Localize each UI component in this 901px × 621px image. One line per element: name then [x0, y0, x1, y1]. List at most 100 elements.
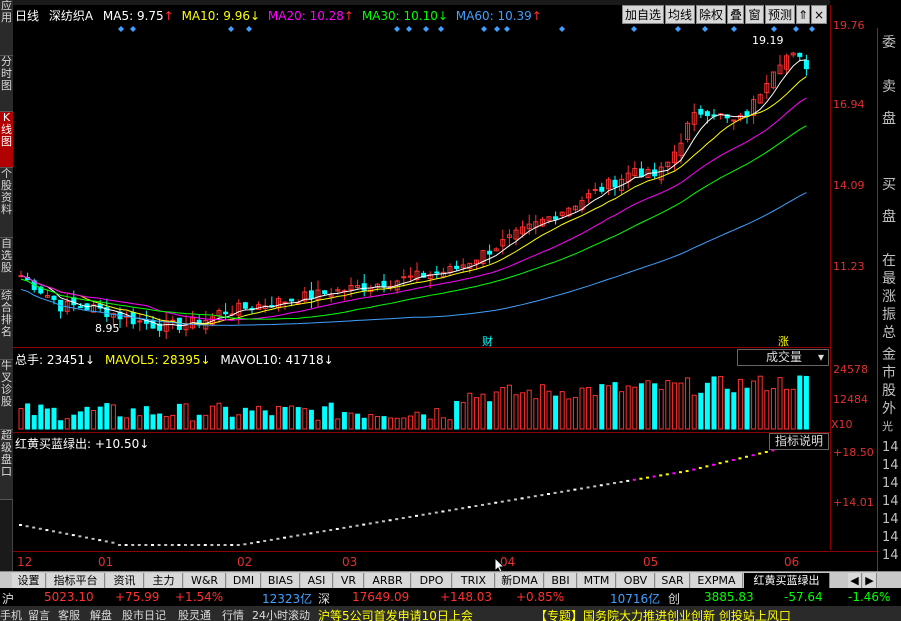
volume-bar	[143, 406, 149, 430]
candle-body	[157, 323, 163, 331]
volume-bar	[401, 417, 407, 430]
left-tab-profile[interactable]: 个股资料	[0, 168, 13, 238]
candle-body	[797, 52, 803, 57]
window-button[interactable]: 窗	[745, 5, 764, 24]
tab-main-force[interactable]: 主力	[145, 573, 183, 588]
limit-up-marker[interactable]: 涨	[778, 335, 789, 348]
scroll-left-icon[interactable]: ◀	[848, 573, 862, 588]
ex-rights-button[interactable]: 除权	[696, 5, 726, 24]
tab-sar[interactable]: SAR	[656, 573, 690, 588]
tab-dmi[interactable]: DMI	[227, 573, 261, 588]
volume-bar	[110, 404, 116, 430]
overlay-button[interactable]: 叠	[727, 5, 744, 24]
func-analysis[interactable]: 解盘	[90, 609, 112, 621]
sz-value: 17649.09	[352, 590, 410, 604]
volume-axis-label: 12484	[833, 393, 868, 406]
tab-wr[interactable]: W&R	[184, 573, 226, 588]
forecast-button[interactable]: 预测	[765, 5, 795, 24]
indicator-mark	[335, 527, 339, 530]
volume-bar	[25, 403, 31, 430]
indicator-mark	[170, 544, 174, 546]
indicator-mark	[448, 509, 451, 512]
date-label: 02	[237, 555, 253, 569]
indicator-dropdown[interactable]: 成交量 ▾	[737, 349, 829, 366]
func-quotes[interactable]: 行情	[222, 609, 244, 621]
event-diamond-icon	[504, 26, 510, 32]
close-icon[interactable]: ×	[811, 5, 827, 24]
candle-body	[51, 295, 57, 301]
volume-bar	[51, 407, 57, 430]
volume-bar	[473, 397, 479, 430]
func-diary[interactable]: 股市日记	[122, 609, 166, 621]
tab-asi[interactable]: ASI	[301, 573, 333, 588]
func-message[interactable]: 留言	[28, 609, 50, 621]
volume-bar	[269, 415, 275, 430]
indicator-mark	[685, 470, 689, 473]
indicator-mark	[151, 544, 154, 546]
tab-settings[interactable]: 设置	[12, 573, 46, 588]
tab-new-dma[interactable]: 新DMA	[496, 573, 544, 588]
news-headline[interactable]: 沪等5公司首发申请10日上会	[318, 609, 473, 621]
candle-body	[751, 99, 757, 116]
left-tab-intraday[interactable]: 分时图	[0, 56, 13, 112]
kline-chart[interactable]	[13, 22, 830, 551]
tab-obv[interactable]: OBV	[617, 573, 655, 588]
tab-mtm[interactable]: MTM	[578, 573, 616, 588]
menu-up-icon[interactable]: ⇑	[796, 5, 810, 24]
indicator-mark	[236, 544, 240, 546]
tab-vr[interactable]: VR	[334, 573, 364, 588]
indicator-mark	[698, 466, 702, 469]
scroll-right-icon[interactable]: ▶	[863, 573, 877, 588]
volume-bar	[467, 392, 473, 430]
indicator-mark	[395, 518, 399, 521]
indicator-mark	[553, 491, 557, 494]
tab-news[interactable]: 资讯	[106, 573, 144, 588]
rp-label: 盘	[882, 209, 896, 225]
tab-arbr[interactable]: ARBR	[365, 573, 411, 588]
func-24h[interactable]: 24小时滚动	[252, 609, 310, 621]
indicator-mark	[434, 511, 438, 514]
indicator-mark	[190, 544, 194, 546]
left-tab-app[interactable]: 应用	[0, 0, 13, 56]
volume-bar	[348, 412, 354, 430]
volume-bar	[678, 382, 684, 430]
tab-red-yellow-buy[interactable]: 红黄买蓝绿出	[744, 573, 830, 588]
func-mobile[interactable]: 手机	[0, 609, 22, 621]
candle-body	[546, 216, 552, 222]
news-topic[interactable]: 【专题】国务院大力推进创业创新 创投站上风口	[535, 609, 791, 621]
indicator-mark	[98, 539, 102, 542]
volume-bar	[612, 382, 618, 430]
left-tab-ranking[interactable]: 综合排名	[0, 290, 13, 360]
volume-bar	[777, 377, 783, 430]
sz-label: 深	[318, 592, 331, 606]
left-tab-watchlist[interactable]: 自选股	[0, 238, 13, 290]
indicator-mark	[388, 519, 392, 522]
tab-trix[interactable]: TRIX	[453, 573, 495, 588]
indicator-mark	[78, 535, 82, 538]
left-tab-kline[interactable]: K线图	[0, 112, 13, 168]
volume-bar	[698, 392, 704, 430]
left-tab-diagnosis[interactable]: 牛叉诊股	[0, 360, 13, 430]
indicator-help-button[interactable]: 指标说明	[769, 433, 829, 450]
tab-bias[interactable]: BIAS	[262, 573, 300, 588]
tab-indicator-platform[interactable]: 指标平台	[47, 573, 105, 588]
indicator-mark	[507, 499, 511, 502]
fundamentals-marker[interactable]: 财	[482, 335, 493, 348]
price-axis-label: 16.94	[833, 98, 865, 111]
volume-bar	[454, 400, 460, 430]
down-arrow-icon: ↓	[323, 353, 334, 367]
func-stock-tips[interactable]: 股灵通	[178, 609, 211, 621]
func-service[interactable]: 客服	[58, 609, 80, 621]
tab-bbi[interactable]: BBI	[545, 573, 577, 588]
volume-bar	[625, 385, 631, 430]
tab-expma[interactable]: EXPMA	[691, 573, 743, 588]
candle-body	[685, 122, 691, 140]
candle-body	[731, 119, 737, 122]
indicator-mark	[184, 544, 187, 546]
indicator-mark	[85, 536, 88, 539]
tab-dpo[interactable]: DPO	[412, 573, 452, 588]
index-ticker: 沪 5023.10 +75.99 +1.54% 12323亿 深 17649.0…	[0, 588, 901, 606]
add-watchlist-button[interactable]: 加自选	[622, 5, 664, 24]
left-tab-super-book[interactable]: 超级盘口	[0, 430, 13, 500]
ma-button[interactable]: 均线	[665, 5, 695, 24]
